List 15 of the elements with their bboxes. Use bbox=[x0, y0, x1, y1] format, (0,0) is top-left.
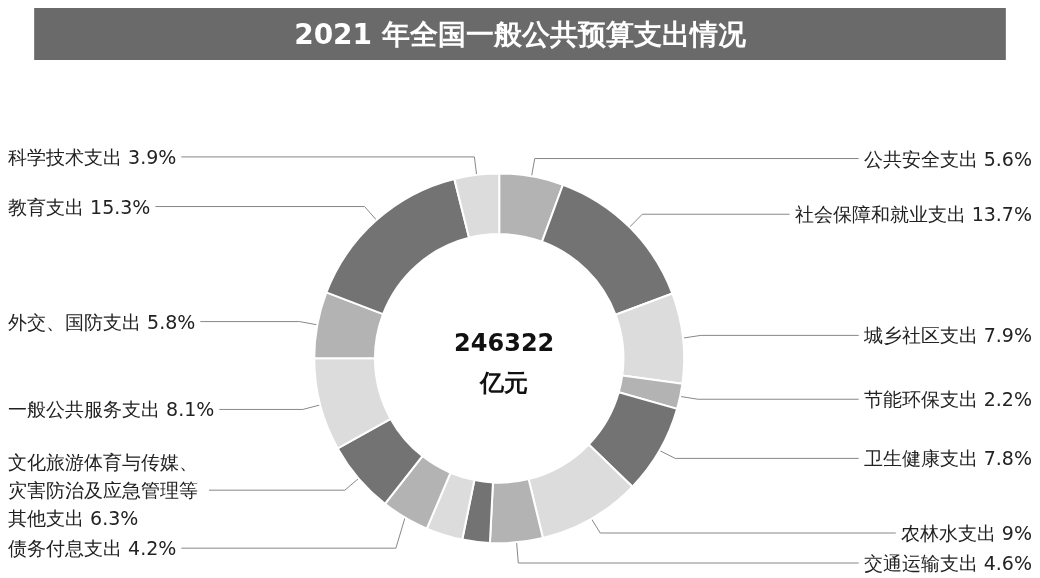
slice-label: 农林水支出 9% bbox=[900, 522, 1032, 544]
slice-label: 城乡社区支出 7.9% bbox=[862, 324, 1032, 347]
slice-label: 社会保障和就业支出 13.7% bbox=[794, 203, 1032, 226]
slice-label: 交通运输支出 4.6% bbox=[863, 552, 1032, 574]
slice-label: 文化旅游体育与传媒、灾害防治及应急管理等其他支出 6.3% bbox=[8, 451, 198, 530]
chart-title: 2021 年全国一般公共预算支出情况 bbox=[294, 17, 747, 51]
slice-label: 科学技术支出 3.9% bbox=[8, 145, 177, 168]
slice-label: 教育支出 15.3% bbox=[8, 195, 151, 218]
slice-label: 节能环保支出 2.2% bbox=[863, 388, 1032, 411]
text: 246322 亿元 bbox=[454, 329, 555, 398]
slice-label: 外交、国防支出 5.8% bbox=[8, 310, 196, 333]
slice-label: 一般公共服务支出 8.1% bbox=[8, 398, 215, 421]
slice-label: 卫生健康支出 7.8% bbox=[863, 447, 1032, 470]
slice-label: 债务付息支出 4.2% bbox=[8, 537, 177, 560]
slice-label: 公共安全支出 5.6% bbox=[863, 147, 1032, 170]
